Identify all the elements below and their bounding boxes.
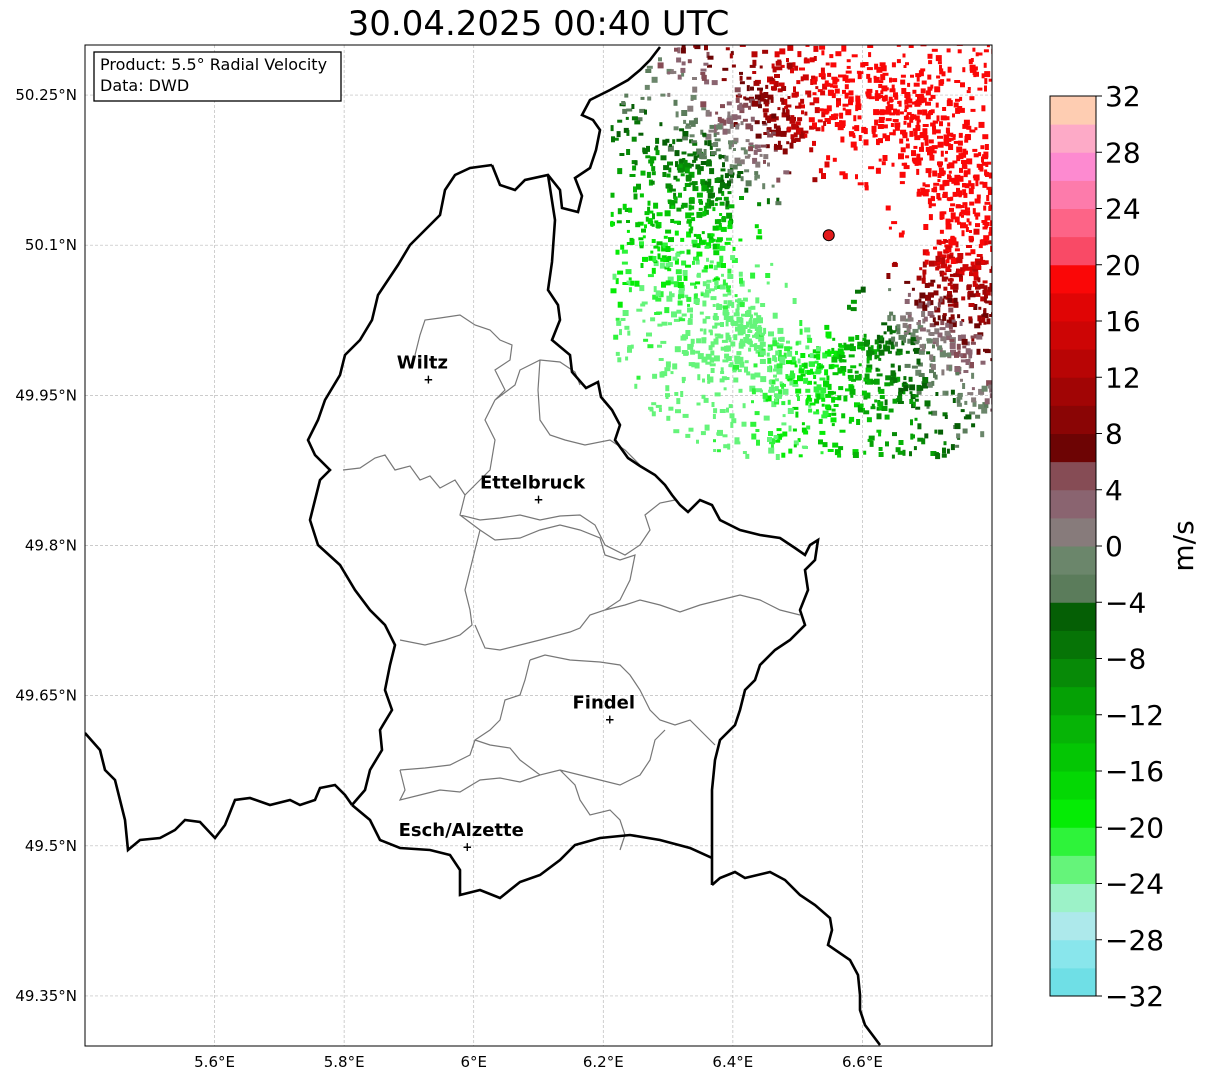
colorbar-segment — [1050, 321, 1096, 350]
colorbar-tick-label: 32 — [1105, 80, 1141, 113]
colorbar-segment — [1050, 911, 1096, 941]
colorbar-tick-label: −4 — [1105, 586, 1146, 619]
info-box: Product: 5.5° Radial Velocity Data: DWD — [93, 51, 342, 102]
x-tick-label: 6.4°E — [712, 1053, 753, 1071]
colorbar-segment — [1050, 377, 1096, 406]
colorbar-segment — [1050, 433, 1096, 463]
plot-frame — [84, 44, 993, 1047]
colorbar-segment — [1050, 799, 1096, 828]
colorbar-segment — [1050, 180, 1096, 210]
colorbar-tick-label: 28 — [1105, 136, 1141, 169]
colorbar-segment — [1050, 546, 1096, 575]
colorbar-tick-label: −24 — [1105, 868, 1164, 901]
colorbar-segment — [1050, 349, 1096, 378]
colorbar-tick-label: −20 — [1105, 811, 1164, 844]
x-tick-label: 6°E — [460, 1053, 487, 1071]
colorbar-tick-label: −28 — [1105, 924, 1164, 957]
y-tick-label: 49.5°N — [25, 837, 77, 855]
y-tick-label: 49.35°N — [15, 987, 77, 1005]
city-label: Wiltz — [397, 352, 448, 373]
colorbar-tick-label: 20 — [1105, 249, 1141, 282]
gridlines — [85, 45, 992, 1046]
colorbar-segment — [1050, 714, 1096, 744]
colorbar-tick-label: −8 — [1105, 643, 1146, 676]
city-label: Ettelbruck — [480, 472, 586, 493]
colorbar-tick-label: 16 — [1105, 305, 1141, 338]
radar-site-marker — [822, 229, 835, 242]
colorbar-segment — [1050, 461, 1096, 491]
colorbar-tick-label: −12 — [1105, 699, 1164, 732]
colorbar-tick-label: 0 — [1105, 530, 1123, 563]
colorbar-segment — [1050, 742, 1096, 772]
y-tick-label: 50.25°N — [15, 86, 77, 104]
colorbar-segment — [1050, 292, 1096, 322]
colorbar-segment — [1050, 967, 1096, 997]
city-marker-icon: + — [462, 840, 472, 854]
colorbar-segment — [1050, 855, 1096, 885]
colorbar-tick-label: 8 — [1105, 418, 1123, 451]
colorbar-tick-label: 24 — [1105, 193, 1141, 226]
colorbar-segment — [1050, 939, 1096, 969]
y-tick-label: 49.8°N — [25, 537, 77, 555]
colorbar-segment — [1050, 489, 1096, 519]
colorbar-segment — [1050, 574, 1096, 603]
info-product: Product: 5.5° Radial Velocity — [100, 55, 327, 74]
x-tick-label: 5.8°E — [324, 1053, 365, 1071]
city-wiltz: +Wiltz — [397, 352, 448, 386]
colorbar-frame — [1049, 95, 1097, 997]
city-ettelbruck: +Ettelbruck — [480, 472, 586, 506]
colorbar-ticks: 32 28 24 20 16 12 8 4 0 −4 −8 −12 −16 −20 −24 −28 −32 — [1096, 80, 1164, 1013]
country-border-external — [85, 732, 882, 1046]
city-findel: +Findel — [572, 693, 635, 727]
colorbar-segment — [1050, 124, 1096, 153]
colorbar-tick-label: −16 — [1105, 755, 1164, 788]
colorbar-segment — [1050, 686, 1096, 716]
colorbar-segment — [1050, 152, 1096, 181]
city-label: Findel — [572, 693, 635, 714]
colorbar-segments — [1050, 96, 1096, 997]
y-tick-label: 49.95°N — [15, 386, 77, 404]
colorbar-tick-label: 4 — [1105, 474, 1123, 507]
city-marker-icon: + — [605, 713, 615, 727]
colorbar-segment — [1050, 883, 1096, 913]
canton-boundaries — [342, 314, 801, 851]
radar-velocity-data — [610, 45, 992, 460]
city-marker-icon: + — [423, 372, 433, 386]
radar-map: +Wiltz+Ettelbruck+Findel+Esch/Alzette 5.… — [15, 44, 993, 1071]
colorbar-segment — [1050, 602, 1096, 631]
y-tick-label: 49.65°N — [15, 687, 77, 705]
colorbar-segment — [1050, 827, 1096, 856]
colorbar-segment — [1050, 236, 1096, 266]
y-tick-label: 50.1°N — [25, 236, 77, 254]
info-data-source: Data: DWD — [100, 76, 189, 95]
x-tick-label: 6.6°E — [842, 1053, 883, 1071]
colorbar-segment — [1050, 264, 1096, 294]
axis-ticks: 5.6°E 5.8°E 6°E 6.2°E 6.4°E 6.6°E 49.35°N 49.5°… — [15, 86, 883, 1071]
colorbar-segment — [1050, 405, 1096, 435]
country-border-luxembourg — [306, 46, 820, 900]
colorbar-segment — [1050, 771, 1096, 800]
map-title: 30.04.2025 00:40 UTC — [347, 4, 730, 44]
city-label: Esch/Alzette — [399, 820, 524, 841]
colorbar-segment — [1050, 96, 1096, 125]
colorbar-segment — [1050, 630, 1096, 660]
x-tick-label: 6.2°E — [583, 1053, 624, 1071]
colorbar-tick-label: −32 — [1105, 980, 1164, 1013]
colorbar-segment — [1050, 208, 1096, 238]
colorbar-tick-label: 12 — [1105, 361, 1141, 394]
city-markers: +Wiltz+Ettelbruck+Findel+Esch/Alzette — [397, 352, 635, 853]
colorbar-label: m/s — [1167, 520, 1200, 571]
colorbar-segment — [1050, 658, 1096, 688]
x-tick-label: 5.6°E — [194, 1053, 235, 1071]
city-marker-icon: + — [533, 492, 543, 506]
colorbar-segment — [1050, 517, 1096, 547]
city-esch-alzette: +Esch/Alzette — [399, 820, 524, 854]
